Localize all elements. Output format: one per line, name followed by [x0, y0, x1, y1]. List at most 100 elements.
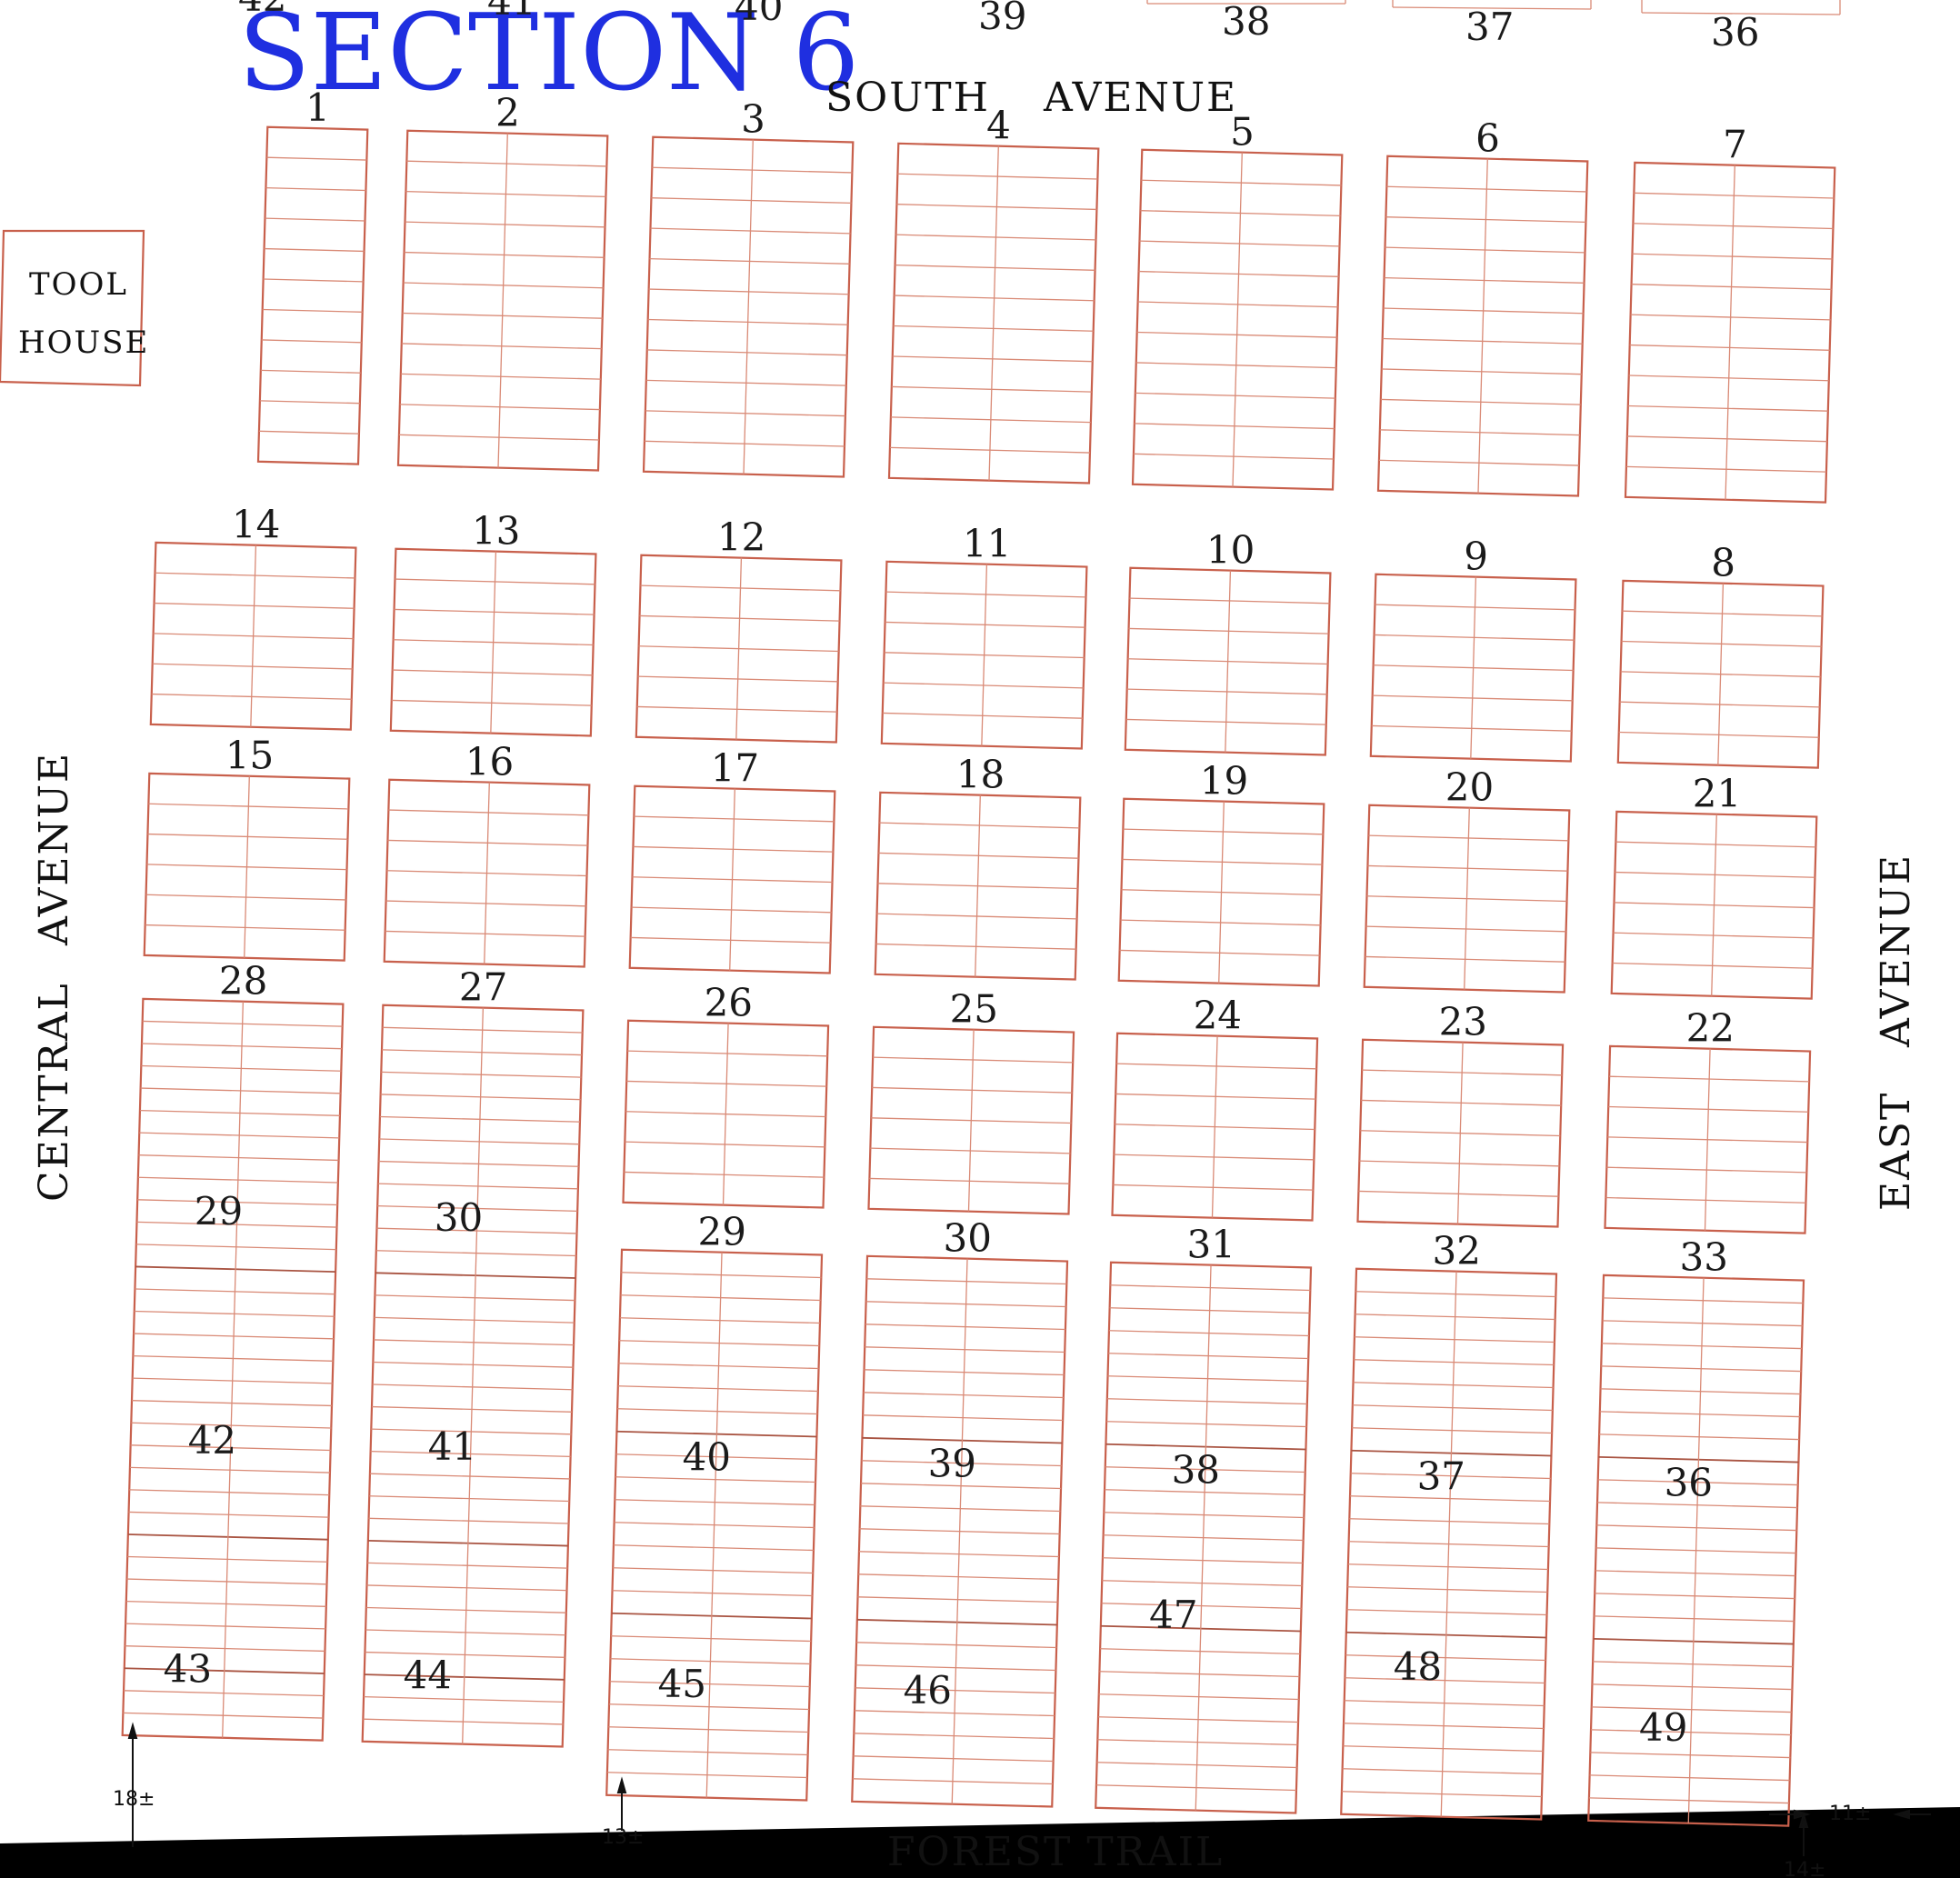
plot-number-label: 38: [1172, 1447, 1220, 1492]
plot-block: [1369, 573, 1577, 763]
plot-number-label: 3: [741, 97, 765, 142]
plot-block: [1095, 1261, 1313, 1814]
plot-center-line: [1464, 807, 1470, 990]
plot-outline: [256, 125, 369, 465]
plot-block: [1117, 797, 1325, 987]
plot-row-line: [266, 156, 367, 161]
partial-number: 36: [1711, 10, 1759, 55]
plot-block: [1376, 155, 1589, 497]
plot-center-line: [1725, 165, 1735, 500]
plot-number-label: 22: [1686, 1006, 1735, 1051]
plot-number-label: 43: [164, 1647, 212, 1692]
plot-number-label: 39: [928, 1441, 976, 1485]
plot-center-line: [222, 1001, 245, 1738]
plot-center-line: [1440, 1271, 1457, 1817]
plot-number-label: 1: [305, 85, 330, 130]
plot-block: [887, 142, 1100, 484]
tool-house: TOOL HOUSE: [0, 229, 149, 387]
plot-number-label: 46: [904, 1668, 952, 1713]
plot-number-label: 19: [1200, 759, 1248, 804]
plot-row-line: [262, 308, 363, 313]
plot-block: [396, 129, 609, 472]
plot-block: [1124, 566, 1332, 756]
plot-outline: [1131, 148, 1344, 491]
plot-number-label: 16: [465, 740, 514, 784]
plot-row-line: [265, 217, 365, 222]
plot-block: [143, 772, 351, 962]
plot-center-line: [484, 782, 490, 964]
plot-center-line: [735, 557, 743, 740]
street-south-avenue-label: AVENUE: [1043, 75, 1237, 121]
plot-block: [851, 1254, 1069, 1808]
plot-number-label: 11: [963, 522, 1011, 566]
plot-row-line: [265, 187, 366, 192]
street-forest-trail-label: FOREST TRAIL: [887, 1829, 1224, 1875]
dimension-right: 11±: [1829, 1803, 1871, 1825]
plot-center-line: [951, 1258, 968, 1804]
plot-center-line: [1704, 1048, 1711, 1231]
plot-outline: [1376, 155, 1589, 497]
plot-number-label: 32: [1433, 1229, 1481, 1274]
plot-center-line: [722, 1023, 729, 1205]
plot-outline: [628, 784, 836, 974]
plot-block: [635, 554, 843, 744]
partial-number: 41: [487, 0, 535, 24]
plot-number-label: 13: [472, 509, 520, 554]
plot-center-line: [743, 139, 754, 474]
plot-number-label: 8: [1711, 541, 1735, 585]
top-partial-plots: [1146, 0, 1841, 15]
plot-number-label: 12: [717, 515, 765, 560]
tool-house-label-line2: HOUSE: [18, 325, 149, 361]
plot-center-line: [1687, 1277, 1705, 1823]
dimension-bottom-right: 14±: [1784, 1859, 1825, 1878]
street-central-avenue-label: AVENUE: [31, 752, 77, 946]
plot-center-line: [967, 1029, 975, 1212]
plot-center-line: [729, 788, 735, 971]
plot-block: [1610, 810, 1818, 1000]
plot-number-label: 27: [459, 965, 507, 1010]
plot-number-label: 48: [1394, 1644, 1442, 1689]
plot-block: [1604, 1044, 1812, 1234]
plot-number-label: 6: [1475, 116, 1500, 161]
partial-number: 42: [238, 0, 286, 20]
plot-row-line: [263, 278, 364, 283]
plot-center-line: [1232, 152, 1243, 487]
plot-block: [1131, 148, 1344, 491]
top-partial-numbers: 42 41 40 39 38 37 36: [238, 0, 1759, 55]
plot-row-line: [261, 339, 362, 344]
plot-center-line: [988, 145, 999, 481]
plot-center-line: [1195, 1264, 1212, 1811]
plot-number-label: 47: [1149, 1593, 1197, 1637]
partial-number: 38: [1222, 0, 1270, 44]
plot-number-label: 30: [944, 1216, 992, 1261]
footer-band: [0, 1807, 1960, 1878]
plot-center-line: [1477, 158, 1488, 494]
plots-layer: [121, 125, 1836, 1827]
plot-number-label: 45: [658, 1662, 706, 1706]
plot-center-line: [1456, 1042, 1464, 1224]
plot-center-line: [1470, 576, 1477, 759]
street-east-avenue-label: AVENUE: [1873, 854, 1919, 1048]
plot-block: [1587, 1274, 1805, 1827]
plot-block: [389, 547, 597, 737]
partial-number: 40: [735, 0, 783, 29]
plot-block: [874, 791, 1082, 981]
plot-block: [1111, 1032, 1319, 1222]
plot-number-label: 24: [1194, 994, 1242, 1038]
plot-outline: [396, 129, 609, 472]
plot-number-label: 5: [1230, 110, 1255, 155]
plot-number-label: 49: [1639, 1705, 1687, 1750]
dimension-left: 18±: [113, 1788, 155, 1811]
plot-number-label: 31: [1187, 1223, 1235, 1267]
plot-number-label: 33: [1680, 1235, 1728, 1280]
plot-number-label: 9: [1464, 534, 1488, 579]
plot-center-line: [250, 544, 257, 727]
plot-center-line: [1218, 801, 1225, 984]
plot-number-label: 21: [1693, 772, 1741, 816]
partial-number: 39: [978, 0, 1026, 38]
plot-block: [1356, 1038, 1565, 1228]
plot-outline: [887, 142, 1100, 484]
plot-number-label: 4: [986, 104, 1011, 148]
plot-block: [628, 784, 836, 974]
